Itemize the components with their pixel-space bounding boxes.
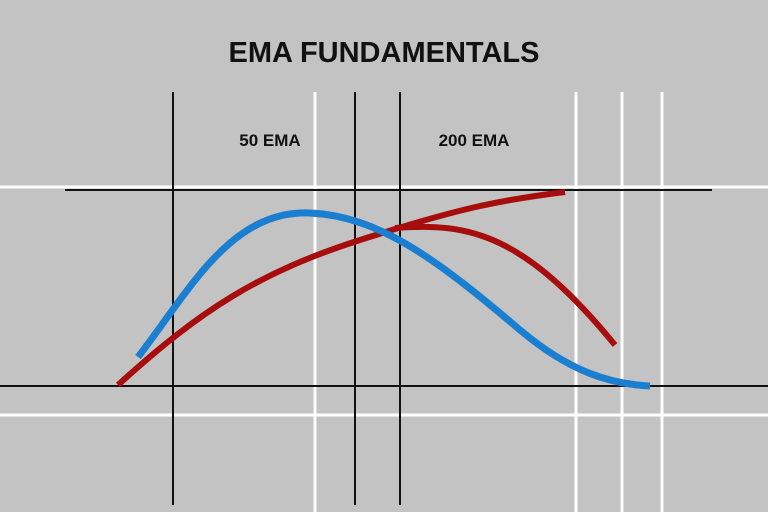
white-grid [0,92,768,512]
label: 200 EMA [439,131,510,150]
title: EMA FUNDAMENTALS [229,37,540,69]
label: 50 EMA [239,131,300,150]
ema-curve [394,223,618,347]
ema-curve [115,189,566,388]
price-curve [135,209,651,390]
